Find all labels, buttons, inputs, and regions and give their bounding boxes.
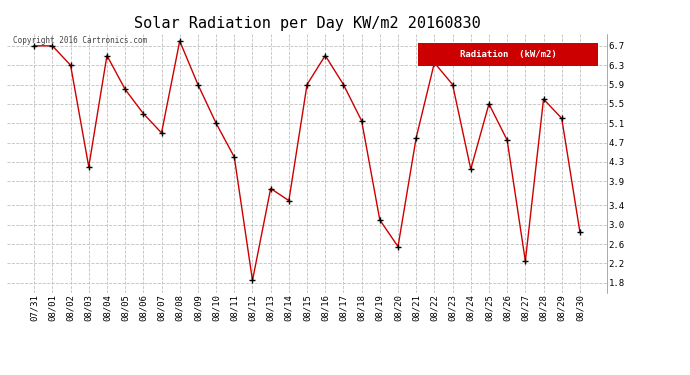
Title: Solar Radiation per Day KW/m2 20160830: Solar Radiation per Day KW/m2 20160830: [134, 16, 480, 31]
Text: Copyright 2016 Cartronics.com: Copyright 2016 Cartronics.com: [13, 36, 147, 45]
